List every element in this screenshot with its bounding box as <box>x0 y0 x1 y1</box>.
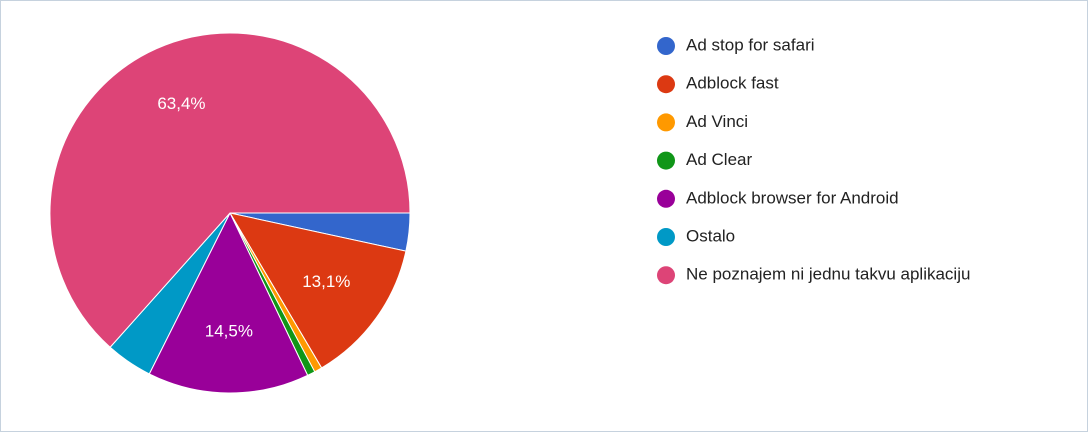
legend-label: Ostalo <box>686 226 735 245</box>
legend-label: Adblock fast <box>686 74 779 93</box>
legend-label: Ad Vinci <box>686 112 748 131</box>
legend-swatch <box>657 113 675 132</box>
slice-label: 63,4% <box>157 94 205 113</box>
pie-slice <box>228 212 407 369</box>
legend-swatch <box>657 151 675 170</box>
legend-swatch <box>657 266 675 285</box>
slice-label: 13,1% <box>302 272 350 291</box>
pie-slice <box>49 32 411 348</box>
legend-label: Ad Clear <box>686 150 752 169</box>
legend-label: Ad stop for safari <box>686 35 815 54</box>
legend-label: Adblock browser for Android <box>686 188 899 207</box>
legend-swatch <box>657 228 675 246</box>
legend-swatch <box>657 75 675 94</box>
legend-swatch <box>657 37 675 55</box>
legend-swatch <box>657 189 675 208</box>
pie-slice <box>148 211 309 394</box>
slice-label: 14,5% <box>205 321 253 340</box>
legend-label: Ne poznajem ni jednu takvu aplikaciju <box>686 265 970 284</box>
